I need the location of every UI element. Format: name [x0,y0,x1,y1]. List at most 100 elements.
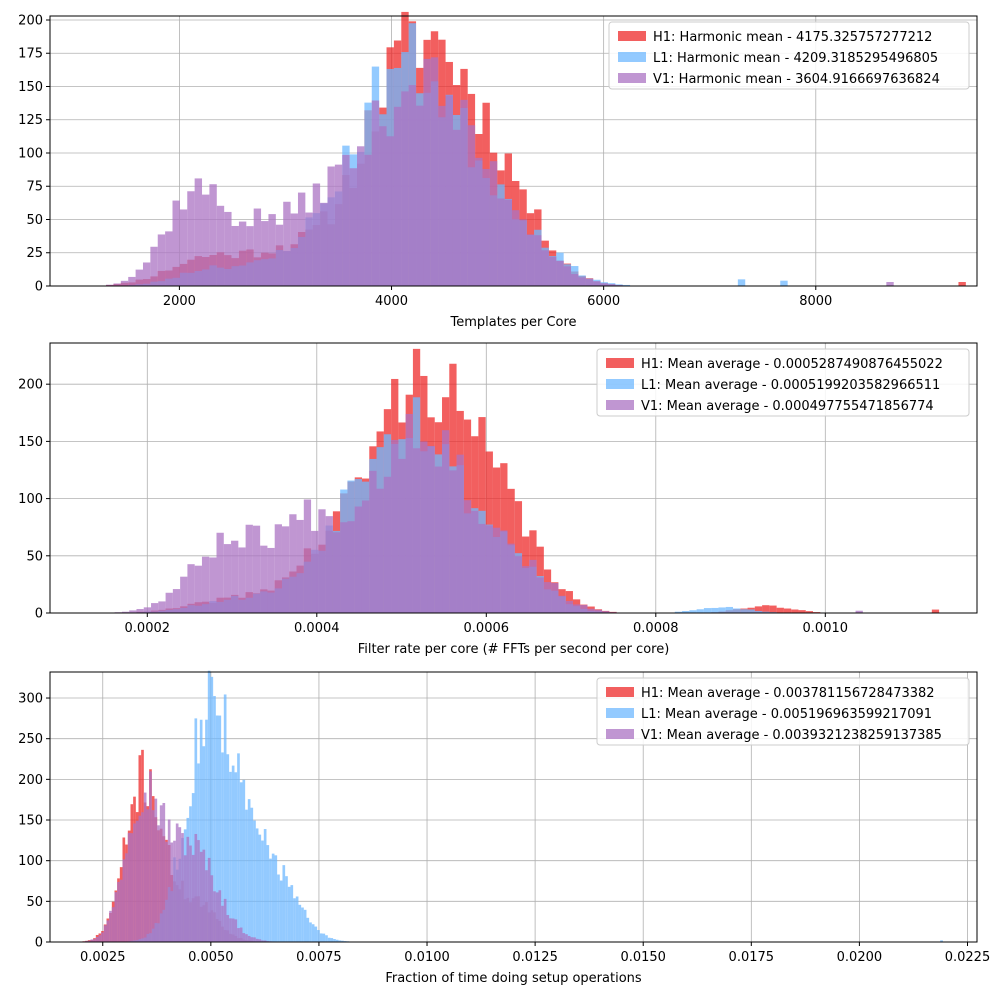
histogram-bar-v1 [519,219,527,286]
histogram-bar-v1 [342,154,350,286]
legend-swatch [618,52,646,62]
histogram-bar-v1 [252,525,261,613]
histogram-bar-l1 [293,898,296,942]
histogram-bar-v1 [197,840,200,942]
histogram-bar-v1 [511,210,520,286]
histogram-bar-v1 [238,547,246,613]
x-tick-label: 0.0008 [633,621,679,636]
histogram-bar-v1 [253,937,256,942]
histogram-bar-v1 [207,857,211,942]
histogram-bar-v1 [237,928,240,942]
histogram-bar-v1 [213,891,216,942]
histogram-bar-v1 [183,855,187,942]
histogram-bar-l1 [338,940,342,942]
legend-swatch [606,729,634,739]
histogram-bar-v1 [106,920,110,942]
histogram-bar-v1 [167,819,171,942]
y-tick-label: 25 [26,246,43,261]
y-tick-label: 50 [26,549,43,564]
histogram-bar-h1 [754,606,763,613]
histogram-bar-v1 [245,934,248,942]
histogram-bar-l1 [290,885,294,942]
histogram-bar-v1 [361,500,370,613]
histogram-bar-v1 [886,282,894,286]
x-axis-label: Fraction of time doing setup operations [385,971,642,986]
histogram-bar-v1 [438,105,446,287]
histogram-bar-l1 [322,933,326,942]
histogram-bar-l1 [253,820,256,942]
histogram-bar-v1 [158,601,166,613]
histogram-bar-v1 [242,933,246,942]
histogram-bar-v1 [267,547,275,613]
histogram-bar-v1 [275,224,284,286]
histogram-bar-v1 [127,832,131,942]
histogram-bar-v1 [456,454,464,613]
histogram-bar-l1 [330,938,334,942]
legend-box [596,677,970,746]
histogram-bar-v1 [141,812,144,942]
histogram-bar-v1 [296,519,304,613]
histogram-bar-v1 [303,499,312,613]
histogram-bar-v1 [87,940,91,942]
histogram-bar-v1 [90,939,94,942]
histogram-bar-v1 [563,266,572,286]
histogram-bar-v1 [154,798,158,942]
histogram-bar-l1 [210,676,214,942]
histogram-bar-v1 [199,851,203,942]
histogram-bar-v1 [186,836,190,942]
histogram-bar-l1 [298,904,302,942]
histogram-bar-v1 [231,225,239,286]
histogram-bar-v1 [534,235,542,286]
histogram-bar-v1 [224,211,232,286]
y-tick-label: 0 [35,280,43,295]
y-tick-label: 175 [18,47,43,62]
histogram-bar-v1 [371,100,380,286]
histogram-bar-v1 [585,278,594,286]
histogram-bar-v1 [229,918,232,942]
y-tick-label: 75 [26,180,43,195]
histogram-bar-v1 [202,194,210,286]
histogram-bar-l1 [242,779,246,942]
histogram-bar-l1 [335,939,339,942]
histogram-bar-l1 [780,280,788,286]
histogram-bar-v1 [226,915,230,942]
histogram-bar-l1 [327,937,331,942]
legend-swatch [606,379,634,389]
y-tick-label: 200 [18,773,43,788]
histogram-bar-v1 [423,58,431,287]
y-tick-label: 0 [35,607,43,622]
histogram-bar-v1 [255,938,259,942]
histogram-bar-v1 [565,601,573,613]
legend-swatch [606,358,634,368]
histogram-bar-v1 [253,208,262,286]
histogram-bar-v1 [221,905,224,942]
histogram-bar-v1 [205,870,208,942]
axes-frame [49,15,978,287]
histogram-bar-v1 [149,771,152,942]
histogram-bar-v1 [593,281,601,286]
histogram-bar-v1 [283,201,291,286]
histogram-bar-v1 [398,458,406,613]
y-tick-label: 100 [18,146,43,161]
histogram-bar-v1 [209,557,217,613]
histogram-bar-l1 [747,609,755,613]
histogram-bar-l1 [317,930,320,942]
histogram-bar-v1 [142,262,151,286]
histogram-bar-l1 [234,772,238,942]
histogram-bar-v1 [246,226,254,286]
histogram-bar-v1 [187,564,195,613]
legend-swatch [618,73,646,83]
histogram-bar-v1 [98,935,102,942]
histogram-bar-v1 [354,506,362,613]
y-tick-label: 150 [18,80,43,95]
x-tick-label: 0.0050 [188,950,234,965]
histogram-bar-v1 [514,556,523,613]
legend-swatch [606,687,634,697]
histogram-bar-v1 [442,430,450,613]
histogram-bar-l1 [940,940,943,942]
histogram-bar-l1 [333,939,336,942]
axes-frame [49,342,978,614]
histogram-bar-v1 [125,853,128,942]
histogram-bar-v1 [467,125,476,286]
histogram-bar-l1 [737,279,746,286]
